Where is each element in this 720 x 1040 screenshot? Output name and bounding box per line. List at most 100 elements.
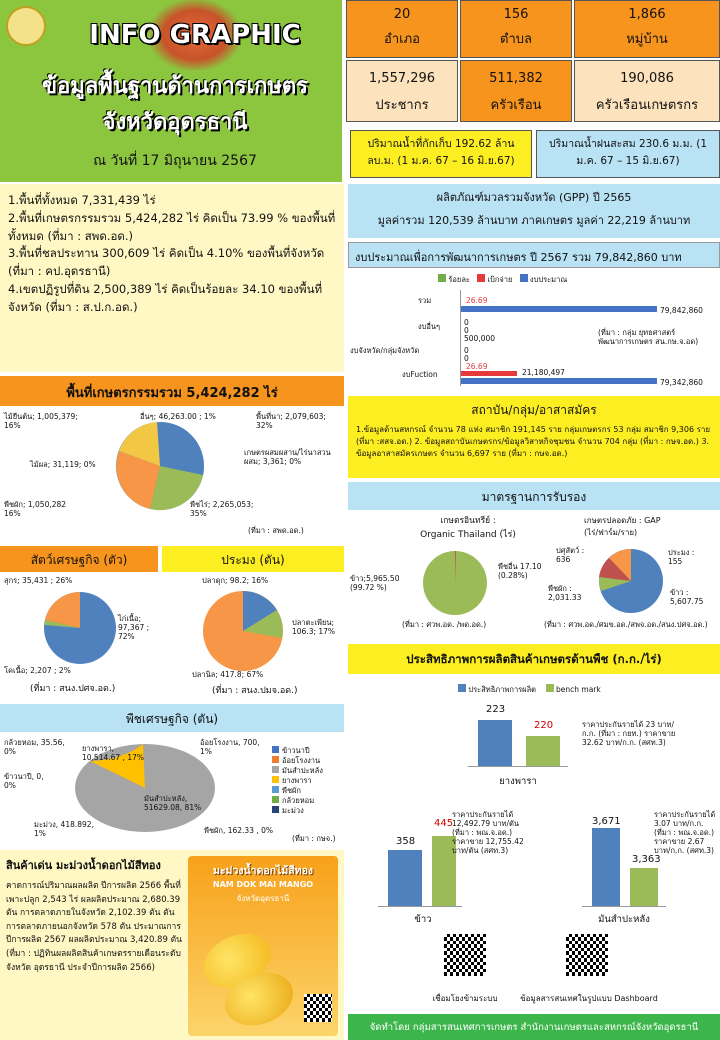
legend-swatch (272, 796, 279, 803)
budget-total-value: 79,842,860 (660, 306, 703, 315)
poster-qr-code[interactable] (304, 994, 332, 1022)
rubber-bar-bench (526, 736, 560, 766)
budget-other-spent: 0 (464, 326, 469, 335)
crops-label-mango: มะม่วง, 418.892, 1% (34, 820, 94, 838)
budget-province-spent: 0 (464, 354, 469, 363)
rice-note: ราคาประกันรายได้ 12,492.79 บาท/ตัน (ที่ม… (452, 810, 524, 855)
cassava-bar-actual (592, 828, 620, 906)
institutes-title: สถาบัน/กลุ่ม/อาสาสมัคร (348, 396, 720, 420)
legend-label: ข้าวนาปี (282, 746, 310, 755)
agri-label-other: อื่นๆ; 46,263.00 ; 1% (140, 412, 216, 421)
product-text: คาดการณ์ปริมาณผลผลิต ปีการผลิต 2566 พื้น… (6, 881, 182, 973)
legend-label: อ้อยโรงงาน (282, 756, 321, 765)
crops-chart: กล้วยหอม, 35.56, 0% ยางพารา, 10,514.67 ,… (0, 734, 344, 846)
stat-village: 1,866 หมู่บ้าน (574, 0, 720, 58)
rubber-note: ราคาประกันรายได้ 23 บาท/ก.ก. (ที่มา : กย… (582, 720, 676, 747)
budget-bar-function-spent (461, 371, 517, 376)
legend-label: ยางพารา (282, 776, 312, 785)
crops-label-rice: ข้าวนาปี, 0, 0% (4, 772, 44, 790)
budget-title: งบประมาณเพื่อการพัฒนาการเกษตร ปี 2567 รว… (348, 242, 720, 268)
efficiency-chart: ประสิทธิภาพการผลิต bench mark 223 220 ยา… (348, 676, 720, 940)
institutes-text: 1.ข้อมูลด้านสหกรณ์ จำนวน 78 แห่ง สมาชิก … (348, 420, 720, 478)
rice-bar-bench (432, 836, 456, 906)
budget-chart: ร้อยละ เบิกจ่าย งบประมาณ รวม งบอื่นๆ งบจ… (348, 270, 720, 390)
gap-label-vegetable: พืชผัก : 2,031.33 (548, 584, 582, 602)
fishery-label-barb: ปลาตะเพียน; 106.3; 17% (292, 618, 336, 636)
gap-title: เกษตรปลอดภัย : GAP (584, 516, 661, 525)
fishery-label-tilapia: ปลานิล; 417.8; 67% (192, 670, 264, 679)
fishery-source: (ที่มา : สนง.ปมจ.อด.) (212, 686, 298, 696)
gap-pie (598, 549, 663, 613)
crops-source: (ที่มา : กษจ.) (292, 834, 336, 843)
agri-area-pie (116, 422, 204, 511)
livestock-pie (44, 592, 116, 664)
budget-legend: ร้อยละ เบิกจ่าย งบประมาณ (438, 274, 698, 284)
organic-label-rice: ข้าว;5,965.50 (99.72 %) (350, 574, 400, 592)
rubber-bench-value: 220 (534, 720, 554, 731)
legend-swatch (272, 806, 279, 813)
crops-label-rubber: ยางพารา, 10,514.67 , 17% (82, 744, 144, 762)
stat-household: 511,382 ครัวเรือน (460, 60, 572, 122)
livestock-label-cattle: โคเนื้อ; 2,207 ; 2% (4, 666, 71, 675)
gap-label-rice: ข้าว : 5,607.75 (670, 588, 704, 606)
agri-area-source: (ที่มา : สพด.อด.) (248, 526, 304, 535)
footer: จัดทำโดย กลุ่มสารสนเทศการเกษตร สำนักงานเ… (348, 1014, 720, 1040)
budget-source: (ที่มา : กลุ่ม ยุทธศาสตร์พัฒนาการเกษตร ส… (598, 328, 699, 346)
livestock-title: สัตว์เศรษฐกิจ (ตัว) (0, 546, 158, 572)
stat-district: 20 อำเภอ (346, 0, 458, 58)
stat-population: 1,557,296 ประชากร (346, 60, 458, 122)
budget-bar-total (461, 306, 657, 312)
qr-left[interactable] (444, 934, 486, 976)
qr-right-label: ข้อมูลสารสนเทศในรูปแบบ Dashboard (520, 994, 658, 1003)
gpp-text: มูลค่ารวม 120,539 ล้านบาท ภาคเกษตร มูลค่… (377, 214, 691, 227)
gpp-title: ผลิตภัณฑ์มวลรวมจังหวัด (GPP) ปี 2565 (436, 191, 632, 204)
date-label: ณ วันที่ 17 มิถุนายน 2567 (93, 153, 257, 169)
crops-legend-item: ข้าวนาปี (272, 746, 344, 755)
legend-swatch (272, 776, 279, 783)
livestock-source: (ที่มา : สนง.ปศจ.อด.) (30, 684, 116, 694)
crops-label-vegetable: พืชผัก, 162.33 , 0% (204, 826, 274, 835)
agri-label-fruit: ไม้ผล; 31,119; 0% (30, 460, 96, 469)
gap-source: (ที่มา : ศวพ.อด./ศมข.อด./สพจ.อด./สนง.ปศจ… (544, 620, 708, 629)
legend-label: มะม่วง (282, 806, 304, 815)
cassava-bench-value: 3,363 (632, 854, 661, 865)
crops-legend-item: มันสำปะหลัง (272, 766, 344, 775)
title-en: INFO GRAPHIC (89, 20, 301, 50)
qr-left-label: เชื่อมโยงข้ามระบบ (432, 994, 498, 1003)
crops-legend-item: มะม่วง (272, 806, 344, 815)
livestock-chart: สุกร; 35,431 ; 26% ไก่เนื้อ; 97,367 ; 72… (0, 574, 160, 700)
agri-area-chart: ไม้ยืนต้น; 1,005,379; 16% อื่นๆ; 46,263.… (0, 408, 344, 540)
rubber-baseline (468, 766, 568, 767)
budget-total-pct: 26.69 (466, 296, 488, 305)
organic-title: เกษตรอินทรีย์ : (440, 516, 496, 526)
fishery-pie (203, 591, 283, 671)
cassava-name: มันสำปะหลัง (598, 914, 650, 925)
rubber-bar-actual (478, 720, 512, 766)
standards-panel: เกษตรอินทรีย์ : Organic Thailand (ไร่) ข… (348, 512, 720, 636)
legend-label: พืชผัก (282, 786, 301, 795)
product-panel: สินค้าเด่น มะม่วงน้ำดอกไม้สีทอง คาดการณ์… (0, 850, 344, 1040)
area-land-reform: 4.เขตปฏิรูปที่ดิน 2,500,389 ไร่ คิดเป็นร… (8, 282, 323, 314)
fishery-label-catfish: ปลาดุก; 98.2; 16% (202, 576, 269, 585)
water-stored: ปริมาณน้ำที่กักเก็บ 192.62 ล้าน ลบ.ม. (1… (350, 130, 532, 178)
rice-bar-actual (388, 850, 422, 906)
cassava-note: ราคาประกันรายได้ 3.07 บาท/ก.ก. (ที่มา : … (654, 810, 716, 855)
stat-subdistrict: 156 ตำบล (460, 0, 572, 58)
budget-function-value: 79,342,860 (660, 378, 703, 387)
header-panel: INFO GRAPHIC ข้อมูลพื้นฐานด้านการเกษตร จ… (0, 0, 342, 182)
legend-label: กล้วยหอม (282, 796, 315, 805)
qr-right[interactable] (566, 934, 608, 976)
rice-baseline (378, 906, 462, 907)
organic-label-other: พืชอื่น 17.10 (0.28%) (498, 562, 542, 580)
crops-legend-item: อ้อยโรงงาน (272, 756, 344, 765)
cassava-baseline (582, 906, 666, 907)
crops-legend: ข้าวนาปี อ้อยโรงงาน มันสำปะหลัง ยางพารา พืชผ… (272, 746, 344, 816)
crops-label-banana: กล้วยหอม, 35.56, 0% (4, 738, 65, 756)
agri-label-paddy: พื้นที่นา; 2,079,603; 32% (256, 412, 326, 430)
crops-label-cassava: มันสำปะหลัง, 51629.08, 81% (144, 794, 202, 812)
rubber-actual-value: 223 (486, 704, 506, 715)
budget-row-province-label: งบจังหวัด/กลุ่มจังหวัด (350, 346, 420, 355)
gap-label-livestock: ปศุสัตว์ : 636 (556, 546, 585, 564)
rice-bench-value: 445 (434, 818, 454, 829)
agri-label-perennial: ไม้ยืนต้น; 1,005,379; 16% (4, 412, 78, 430)
